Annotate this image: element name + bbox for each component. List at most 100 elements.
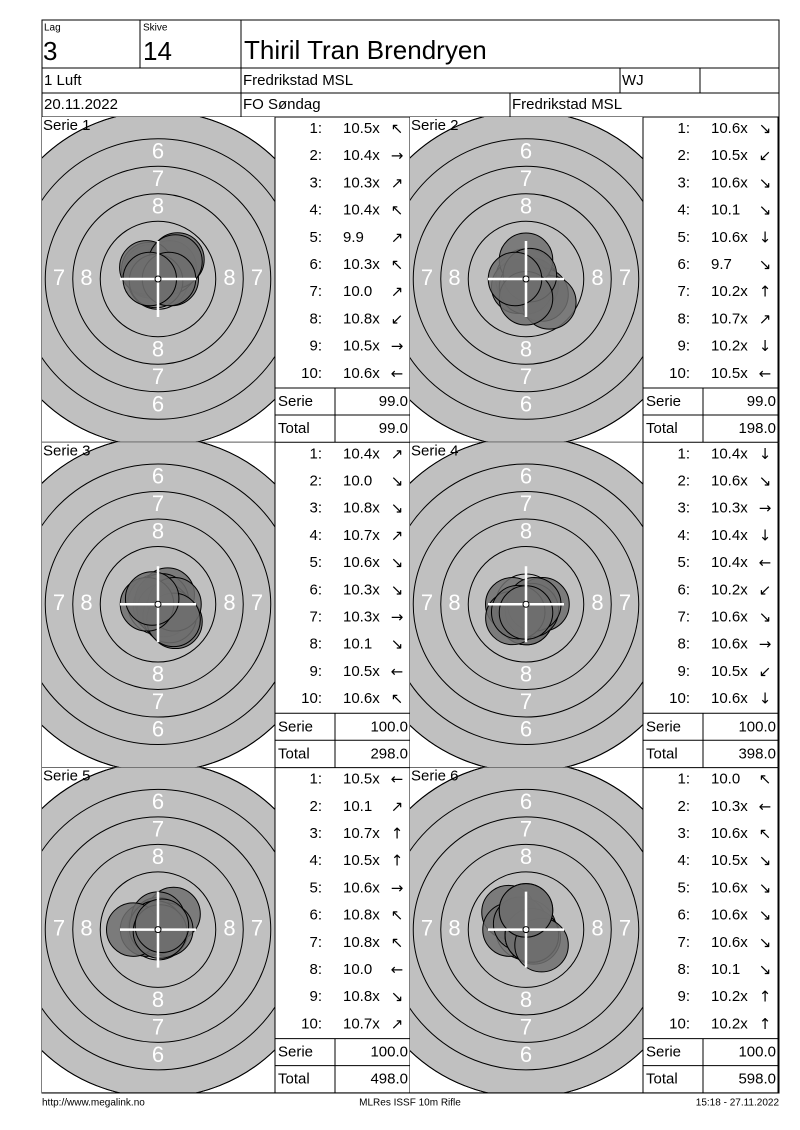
- ring-number: 8: [520, 987, 532, 1012]
- shot-direction: ↘: [759, 961, 772, 979]
- shot-direction: ↗: [391, 283, 404, 301]
- shot-number: 3:: [309, 825, 322, 842]
- ring: [44, 816, 272, 1043]
- ring-number: 8: [152, 193, 164, 218]
- shot-number: 7:: [677, 934, 690, 951]
- shot-number: 7:: [309, 934, 322, 951]
- ring-number: 8: [223, 265, 235, 290]
- shot-number: 1:: [309, 771, 322, 788]
- shot-score: 10.8x: [343, 988, 380, 1005]
- shot-number: 3:: [309, 500, 322, 517]
- shot-direction: ↘: [391, 988, 404, 1006]
- shot-number: 10:: [669, 690, 690, 707]
- ring: [44, 165, 272, 393]
- ring: [410, 463, 643, 746]
- shot-direction: ↓: [759, 526, 772, 544]
- shot-number: 4:: [309, 852, 322, 869]
- shot-number: 8:: [677, 636, 690, 653]
- ring-number: 6: [520, 138, 532, 163]
- ring-number: 8: [152, 844, 164, 869]
- shot-score: 10.0: [343, 961, 372, 978]
- shot-number: 9:: [309, 988, 322, 1005]
- ring-number: 8: [448, 265, 460, 290]
- shot-direction: ↑: [759, 283, 772, 301]
- ring-number: 7: [251, 265, 263, 290]
- skive: 14: [143, 36, 172, 66]
- shot-direction: ↙: [759, 662, 772, 680]
- shot-score: 10.8x: [343, 500, 380, 517]
- shot-score: 10.4x: [343, 445, 380, 462]
- shot-number: 2:: [309, 472, 322, 489]
- shot-direction: ↗: [391, 445, 404, 463]
- shot-number: 9:: [309, 338, 322, 355]
- shot-score: 10.4x: [343, 147, 380, 164]
- shot-direction: ↘: [759, 608, 772, 626]
- shot-direction: ↗: [391, 526, 404, 544]
- shot-direction: ↘: [391, 581, 404, 599]
- shot-direction: →: [759, 635, 772, 653]
- serie-label: Serie: [278, 1044, 313, 1061]
- skive-label: Skive: [143, 23, 168, 34]
- shot-score: 10.2x: [711, 283, 748, 300]
- shot-score: 10.6x: [343, 690, 380, 707]
- shot-score: 10.8x: [343, 907, 380, 924]
- ring: [42, 138, 275, 420]
- ring-number: 7: [152, 166, 164, 191]
- shot-score: 10.2x: [711, 988, 748, 1005]
- ring-number: 8: [80, 915, 92, 940]
- shot-direction: →: [391, 608, 404, 626]
- ring-number: 7: [619, 265, 631, 290]
- serie-score: 100.0: [370, 1044, 408, 1061]
- serie-score: 100.0: [738, 1044, 776, 1061]
- shot-score: 10.1: [343, 636, 372, 653]
- ring-number: 8: [152, 987, 164, 1012]
- ring: [410, 788, 643, 1071]
- ring-number: 8: [152, 662, 164, 687]
- shot-score: 10.4x: [711, 527, 748, 544]
- shot-direction: ↖: [391, 201, 404, 219]
- center: [522, 926, 530, 934]
- footer-url: http://www.megalink.no: [42, 1098, 145, 1109]
- shot-number: 1:: [677, 445, 690, 462]
- shot-number: 7:: [677, 608, 690, 625]
- ring-number: 7: [251, 915, 263, 940]
- shot-score: 10.5x: [343, 338, 380, 355]
- shot-number: 9:: [309, 663, 322, 680]
- ring: [99, 546, 217, 663]
- shot-number: 8:: [309, 636, 322, 653]
- shot-number: 4:: [677, 852, 690, 869]
- ring-number: 7: [619, 590, 631, 615]
- shot-number: 7:: [309, 608, 322, 625]
- shot-score: 10.3x: [343, 608, 380, 625]
- ring-number: 7: [421, 915, 433, 940]
- shot-number: 1:: [677, 120, 690, 137]
- ring-number: 7: [251, 590, 263, 615]
- shot-direction: ↘: [391, 635, 404, 653]
- ring-number: 8: [520, 519, 532, 544]
- shot-score: 10.7x: [343, 1015, 380, 1032]
- ring-number: 8: [448, 590, 460, 615]
- ring-number: 6: [152, 789, 164, 814]
- shot-number: 8:: [309, 310, 322, 327]
- shot-score: 10.1: [343, 798, 372, 815]
- shot-direction: ↖: [391, 120, 404, 138]
- shot-number: 6:: [309, 907, 322, 924]
- club: Fredrikstad MSL: [243, 72, 353, 89]
- shot-score: 10.6x: [343, 554, 380, 571]
- shot-score: 10.6x: [711, 174, 748, 191]
- serie-label: Serie: [646, 718, 681, 735]
- shot-direction: ↖: [391, 256, 404, 274]
- ring-number: 8: [520, 193, 532, 218]
- shot-direction: ↑: [759, 988, 772, 1006]
- shot-direction: ↖: [391, 690, 404, 708]
- ring-number: 7: [421, 590, 433, 615]
- ring-number: 7: [520, 689, 532, 714]
- shot-number: 3:: [677, 825, 690, 842]
- ring-number: 6: [152, 138, 164, 163]
- shot-number: 10:: [669, 1015, 690, 1032]
- shot-direction: ↘: [391, 499, 404, 517]
